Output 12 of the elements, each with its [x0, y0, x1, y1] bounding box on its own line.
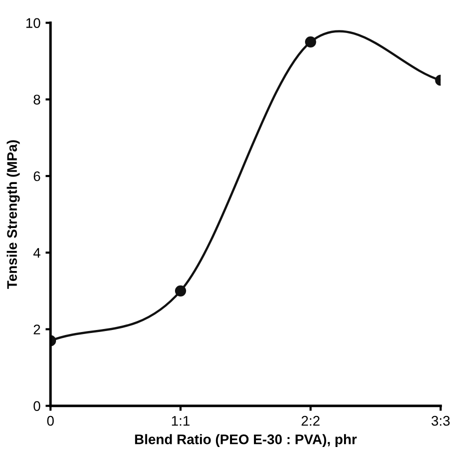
y-axis-title: Tensile Strength (MPa): [6, 140, 20, 289]
x-axis-title: Blend Ratio (PEO E-30 : PVA), phr: [135, 434, 357, 448]
y-tick-label: 8: [34, 94, 40, 105]
y-tick-label: 10: [26, 18, 40, 28]
x-tick-label: 3:3: [432, 416, 450, 426]
x-tick-label: 0: [47, 416, 54, 426]
x-tick-label: 2:2: [302, 416, 320, 426]
y-tick-label: 4: [33, 248, 40, 258]
y-tick-label: 0: [34, 401, 40, 412]
y-tick-label: 6: [34, 171, 40, 182]
x-tick-label: 1:1: [172, 416, 190, 426]
y-tick-label: 2: [34, 324, 40, 334]
